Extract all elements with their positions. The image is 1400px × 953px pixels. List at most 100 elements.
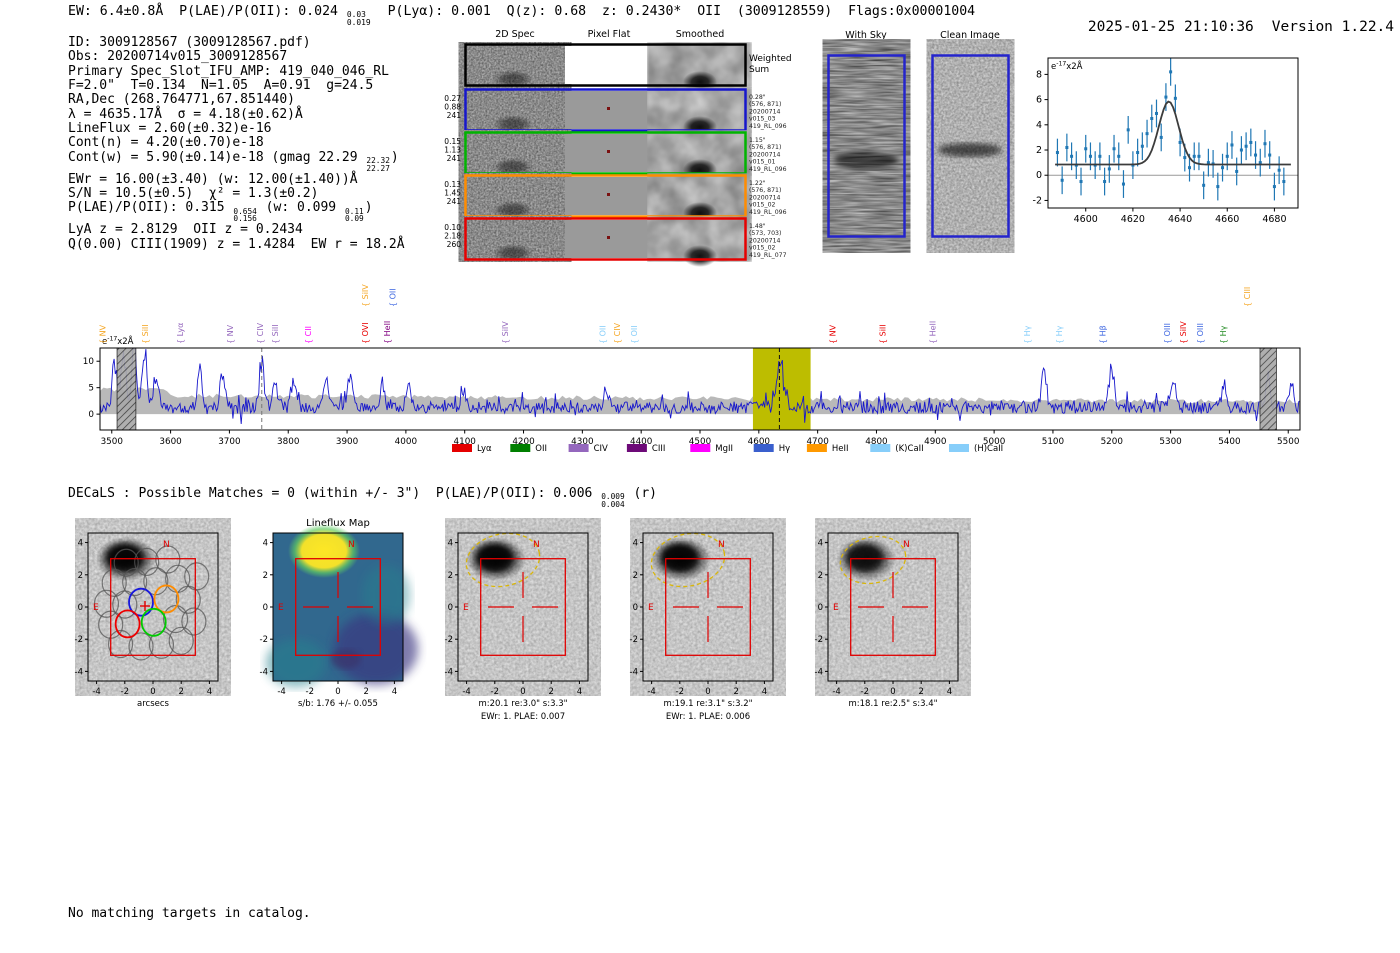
x-tick-label: 3900 xyxy=(336,437,359,447)
compass-north-label: N xyxy=(533,540,540,550)
compass-north-label: N xyxy=(348,540,355,550)
stacked-uncertainty: 0.11 0.09 xyxy=(344,206,364,224)
data-point xyxy=(1239,148,1243,152)
lineflux-teal-patch xyxy=(362,565,410,625)
masked-region-hatch xyxy=(116,347,137,431)
data-point xyxy=(1249,140,1253,144)
data-point xyxy=(1112,147,1116,151)
emission-line-label: { HeII xyxy=(928,321,937,344)
spec2d-col-header: Smoothed xyxy=(676,29,725,40)
spec2d-row-left-label: 0.15 xyxy=(444,137,461,146)
y-tick-label: 4 xyxy=(633,539,638,549)
spec2d-row-right-label: v015_02 xyxy=(749,202,776,209)
x-tick-label: -2 xyxy=(491,687,499,697)
fiber-circle xyxy=(122,567,148,597)
spec2d-row-left-label: 1.45 xyxy=(444,189,461,198)
cutout-title: Lineflux Map xyxy=(306,518,370,529)
detection-info-block: ID: 3009128567 (3009128567.pdf) Obs: 2020… xyxy=(68,35,405,252)
x-tick-label: 5000 xyxy=(983,437,1006,447)
y-tick-label: 0 xyxy=(263,603,268,613)
y-tick-label: -2 xyxy=(75,635,83,645)
x-tick-label: -2 xyxy=(861,687,869,697)
text-segment: EW: 6.4±0.8Å P(LAE)/P(OII): 0.024 xyxy=(68,4,346,19)
fiber-circle xyxy=(162,604,189,634)
x-tick-label: 2 xyxy=(363,687,368,697)
emission-line-label: { OIII xyxy=(1196,323,1205,344)
fiber-circle xyxy=(101,568,127,597)
x-tick-label: 4700 xyxy=(806,437,829,447)
compass-east-label: E xyxy=(648,603,654,613)
text-segment: ) xyxy=(364,200,373,216)
spec2d-2d-blob xyxy=(493,70,533,88)
y-tick-label: -2 xyxy=(445,635,453,645)
x-tick-label: 4800 xyxy=(865,437,888,447)
data-point xyxy=(1103,180,1107,184)
sky-panel-border xyxy=(931,54,1010,238)
spec2d-2d-blob xyxy=(493,158,533,176)
line-fit-zoom-plot: 4600 4620 4640 4660 4680 -2 0 2 4 6 8 e-17x2Å xyxy=(1033,57,1299,225)
sky-panel-image xyxy=(830,57,903,235)
cutout-galaxy-core xyxy=(476,544,512,570)
data-point xyxy=(1140,144,1144,148)
spec2d-flat-dot xyxy=(607,193,610,196)
emission-line-label: { OII xyxy=(598,325,607,344)
data-point xyxy=(1126,128,1130,132)
y-tick-label: -2 xyxy=(630,635,638,645)
cutout-caption: m:18.1 re:2.5" s:3.4" xyxy=(848,699,937,709)
y-tick-label: 4 xyxy=(78,539,83,549)
spec2d-row-left-label: 0.88 xyxy=(444,103,461,112)
lineflux-yellow-blob xyxy=(288,524,360,578)
legend-swatch xyxy=(452,444,472,452)
emission-line-label: { NV xyxy=(226,324,235,344)
text-segment: ID: 3009128567 (3009128567.pdf) xyxy=(68,35,311,50)
emission-line-label: { CIV xyxy=(613,322,622,344)
report-datetime: 2025-01-25 21:10:36 xyxy=(1087,19,1254,35)
emission-line-label: { SiIV xyxy=(361,284,370,307)
y-tick-label: 4 xyxy=(1036,120,1042,131)
extraction-box xyxy=(110,558,196,656)
stacked-uncertainty: 22.32 22.27 xyxy=(366,156,390,173)
emission-line-label: { CIV xyxy=(256,322,265,344)
x-tick-label: 0 xyxy=(335,687,340,697)
data-point xyxy=(1216,185,1220,189)
data-point xyxy=(1230,143,1234,147)
masked-region-hatch xyxy=(1259,347,1277,431)
spec2d-col-header: 2D Spec xyxy=(495,29,535,40)
spec2d-row-right-label: (576, 871) xyxy=(749,187,781,194)
emission-line-label: { CII xyxy=(304,326,313,344)
spec2d-row-left-label: 0.27 xyxy=(444,94,461,103)
spec2d-row-right-label: v015_02 xyxy=(749,245,776,252)
x-tick-label: 5300 xyxy=(1159,437,1182,447)
data-point xyxy=(1225,154,1229,158)
text-segment: Q(0.00) CIII(1909) z = 1.4284 EW r = 18.… xyxy=(68,236,405,252)
legend-label: Lyα xyxy=(477,444,492,454)
x-tick-label: 4000 xyxy=(395,437,418,447)
extraction-box xyxy=(850,558,936,656)
fiber-circle xyxy=(107,629,134,659)
spec2d-row-right-label: v015_03 xyxy=(749,116,776,123)
data-point xyxy=(1197,154,1201,158)
spec2d-row-right-label: 419_RL_096 xyxy=(749,166,787,173)
x-tick-label: 4 xyxy=(762,687,767,697)
data-point xyxy=(1235,169,1239,173)
data-point xyxy=(1254,153,1258,157)
legend-swatch xyxy=(753,444,774,452)
compass-east-label: E xyxy=(463,603,469,613)
compass-east-label: E xyxy=(93,603,99,613)
x-tick-label: -4 xyxy=(92,687,100,697)
spec2d-weighted-sum-label: Sum xyxy=(749,65,769,75)
text-segment: Primary Spec_Slot_IFU_AMP: 419_040_046_R… xyxy=(68,63,389,79)
extraction-box xyxy=(295,558,381,656)
legend-swatch xyxy=(949,444,969,452)
legend-swatch xyxy=(568,444,589,452)
x-tick-label: -4 xyxy=(647,687,655,697)
spec2d-row-right-label: 20200714 xyxy=(749,194,781,201)
fiber-circle-highlight xyxy=(128,587,154,617)
spec2d-row-border xyxy=(464,131,747,175)
x-tick-label: 5500 xyxy=(1277,437,1300,447)
y-tick-label: -4 xyxy=(815,667,823,677)
compass-east-label: E xyxy=(278,603,284,613)
axes-frame xyxy=(99,347,1301,431)
spec2d-row-left-label: 0.10 xyxy=(444,223,461,232)
